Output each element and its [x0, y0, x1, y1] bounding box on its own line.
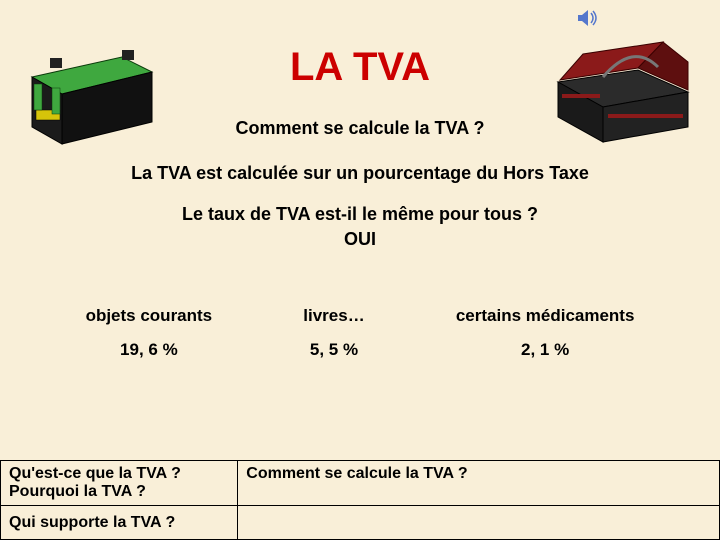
category-label: objets courants — [86, 306, 213, 326]
footer-cell-q1: Qu'est-ce que la TVA ? Pourquoi la TVA ? — [1, 461, 238, 506]
battery-image — [22, 22, 162, 152]
category-value: 19, 6 % — [86, 340, 213, 360]
category-item: objets courants 19, 6 % — [86, 306, 213, 360]
footer-cell-q3: Qui supporte la TVA ? — [1, 506, 238, 540]
category-value: 5, 5 % — [303, 340, 364, 360]
toolbox-image — [548, 22, 698, 152]
explanation-line-3: OUI — [0, 229, 720, 250]
category-item: livres… 5, 5 % — [303, 306, 364, 360]
speaker-icon — [576, 6, 600, 30]
categories-row: objets courants 19, 6 % livres… 5, 5 % c… — [0, 306, 720, 360]
explanation-line-2: Le taux de TVA est-il le même pour tous … — [0, 204, 720, 225]
footer-text: Pourquoi la TVA ? — [9, 483, 146, 500]
footer-cell-r1: Comment se calcule la TVA ? — [238, 461, 720, 506]
category-label: livres… — [303, 306, 364, 326]
category-value: 2, 1 % — [456, 340, 635, 360]
footer-cell-empty — [238, 506, 720, 540]
footer-questions-table: Qu'est-ce que la TVA ? Pourquoi la TVA ?… — [0, 460, 720, 540]
category-item: certains médicaments 2, 1 % — [456, 306, 635, 360]
footer-text: Qu'est-ce que la TVA ? — [9, 465, 181, 482]
category-label: certains médicaments — [456, 306, 635, 326]
explanation-line-1: La TVA est calculée sur un pourcentage d… — [0, 163, 720, 184]
